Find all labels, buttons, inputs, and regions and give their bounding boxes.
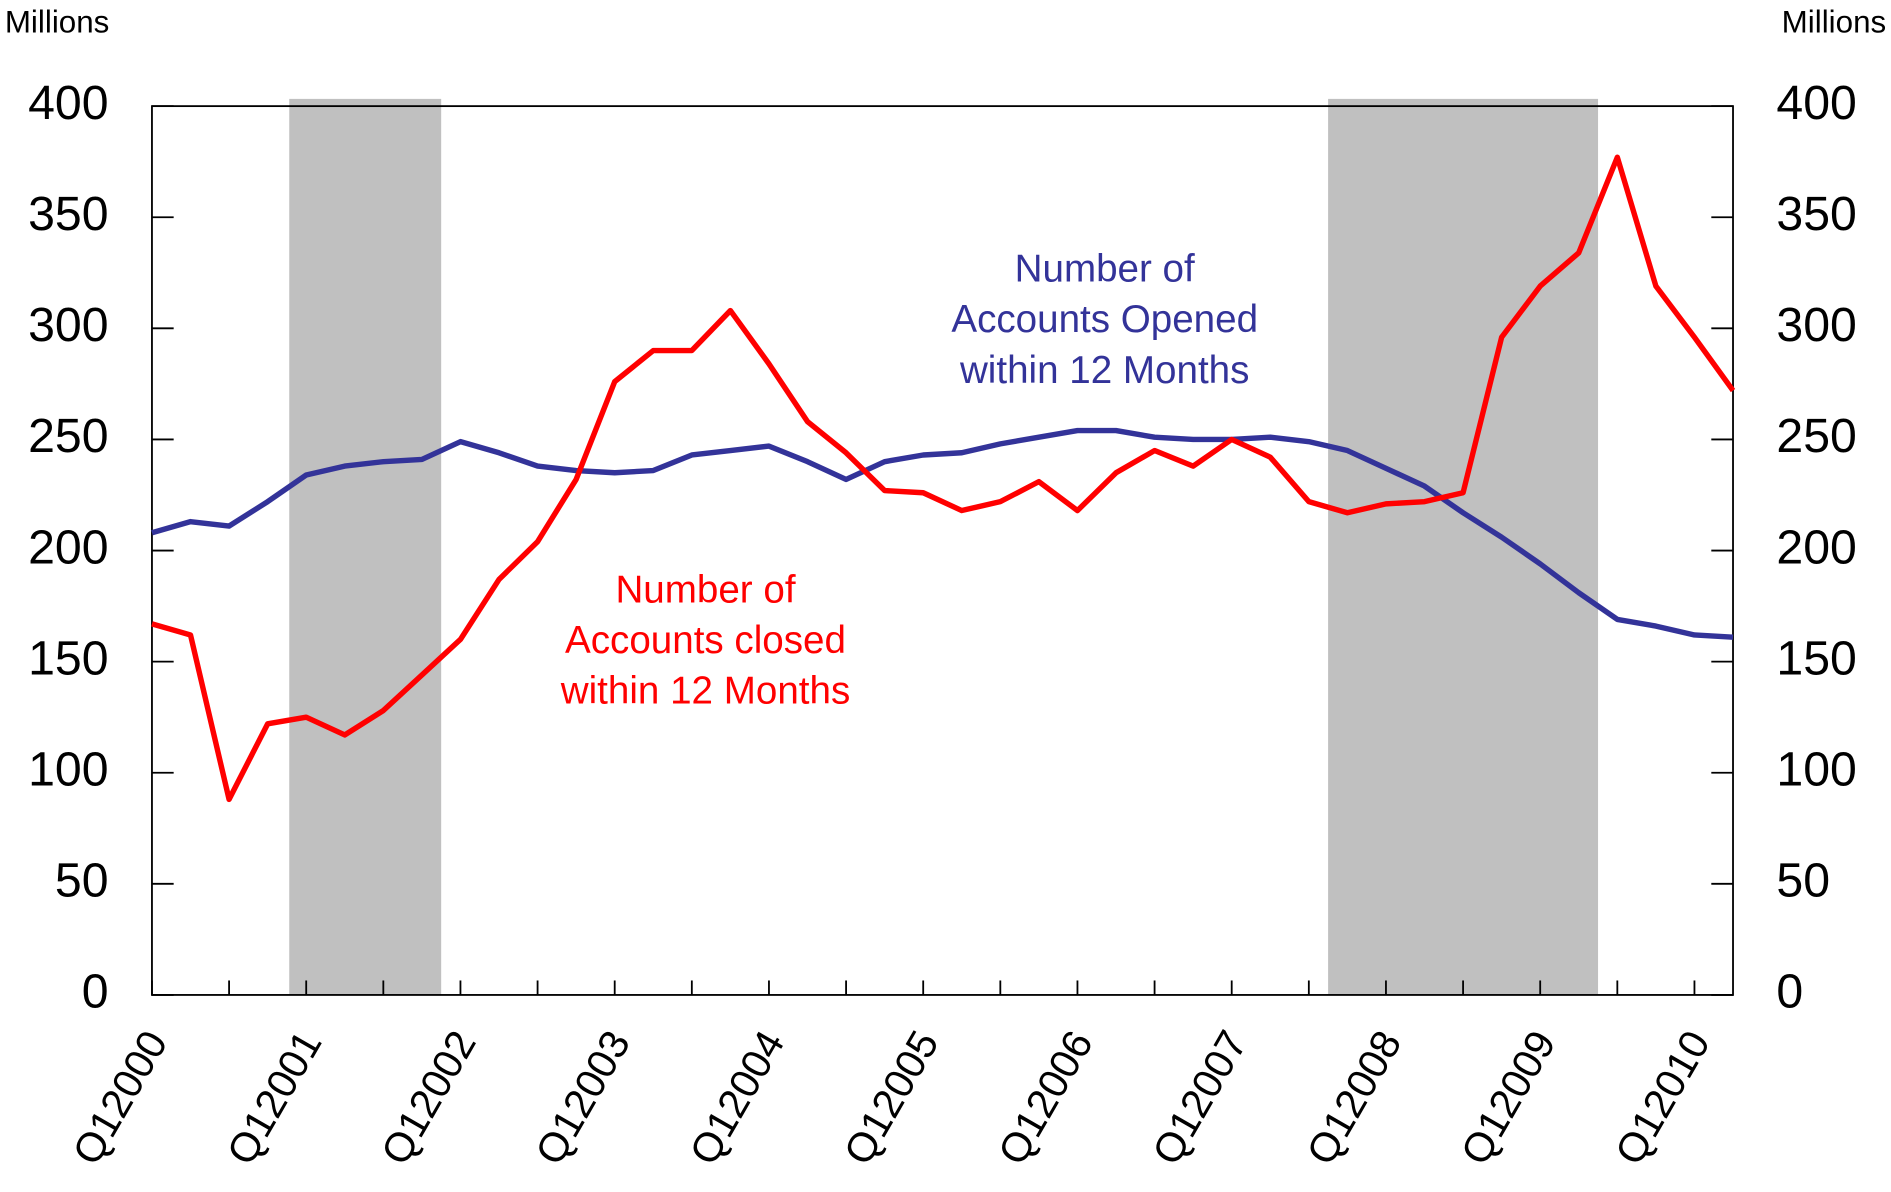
y-tick-label: 50 xyxy=(55,854,109,908)
y-axis-label: Millions xyxy=(5,4,110,39)
series-line xyxy=(151,154,1736,803)
x-tick-label: Q12008 xyxy=(1298,1023,1411,1172)
y2-axis-label: Millions xyxy=(1782,4,1887,39)
y2-tick-label: 300 xyxy=(1776,298,1856,352)
x-tick-label: Q12001 xyxy=(218,1023,331,1172)
annotation: Number of xyxy=(1015,248,1195,291)
y2-tick-label: 0 xyxy=(1776,965,1803,1019)
x-tick-label: Q12006 xyxy=(989,1023,1102,1172)
annotation: Number of xyxy=(615,568,795,611)
x-tick-label: Q12010 xyxy=(1606,1023,1719,1172)
y-tick-label: 250 xyxy=(28,409,108,463)
x-tick-label: Q12000 xyxy=(64,1023,177,1172)
y-tick-label: 400 xyxy=(28,76,108,130)
series-line xyxy=(151,427,1734,640)
y-tick-label: 300 xyxy=(28,298,108,352)
y-tick-label: 100 xyxy=(28,742,108,796)
x-tick-label: Q12009 xyxy=(1452,1023,1565,1172)
y-tick-label: 350 xyxy=(28,187,108,241)
annotation: Accounts Opened xyxy=(951,298,1258,341)
x-tick-label: Q12004 xyxy=(681,1023,794,1172)
y-tick-label: 0 xyxy=(82,965,109,1019)
annotation: within 12 Months xyxy=(959,349,1250,392)
y2-tick-label: 50 xyxy=(1776,854,1830,908)
shaded-region xyxy=(1328,98,1599,995)
y2-tick-label: 400 xyxy=(1776,76,1856,130)
y2-tick-label: 100 xyxy=(1776,742,1856,796)
x-tick-label: Q12002 xyxy=(372,1023,485,1172)
y2-tick-label: 250 xyxy=(1776,409,1856,463)
y-tick-label: 200 xyxy=(28,520,108,574)
y-tick-label: 150 xyxy=(28,631,108,685)
shaded-region xyxy=(289,98,442,995)
annotation: within 12 Months xyxy=(560,670,851,713)
y2-tick-label: 350 xyxy=(1776,187,1856,241)
x-tick-label: Q12005 xyxy=(835,1023,948,1172)
x-tick-label: Q12003 xyxy=(526,1023,639,1172)
y2-tick-label: 150 xyxy=(1776,631,1856,685)
annotation: Accounts closed xyxy=(565,619,846,662)
x-tick-label: Q12007 xyxy=(1143,1023,1256,1172)
y2-tick-label: 200 xyxy=(1776,520,1856,574)
